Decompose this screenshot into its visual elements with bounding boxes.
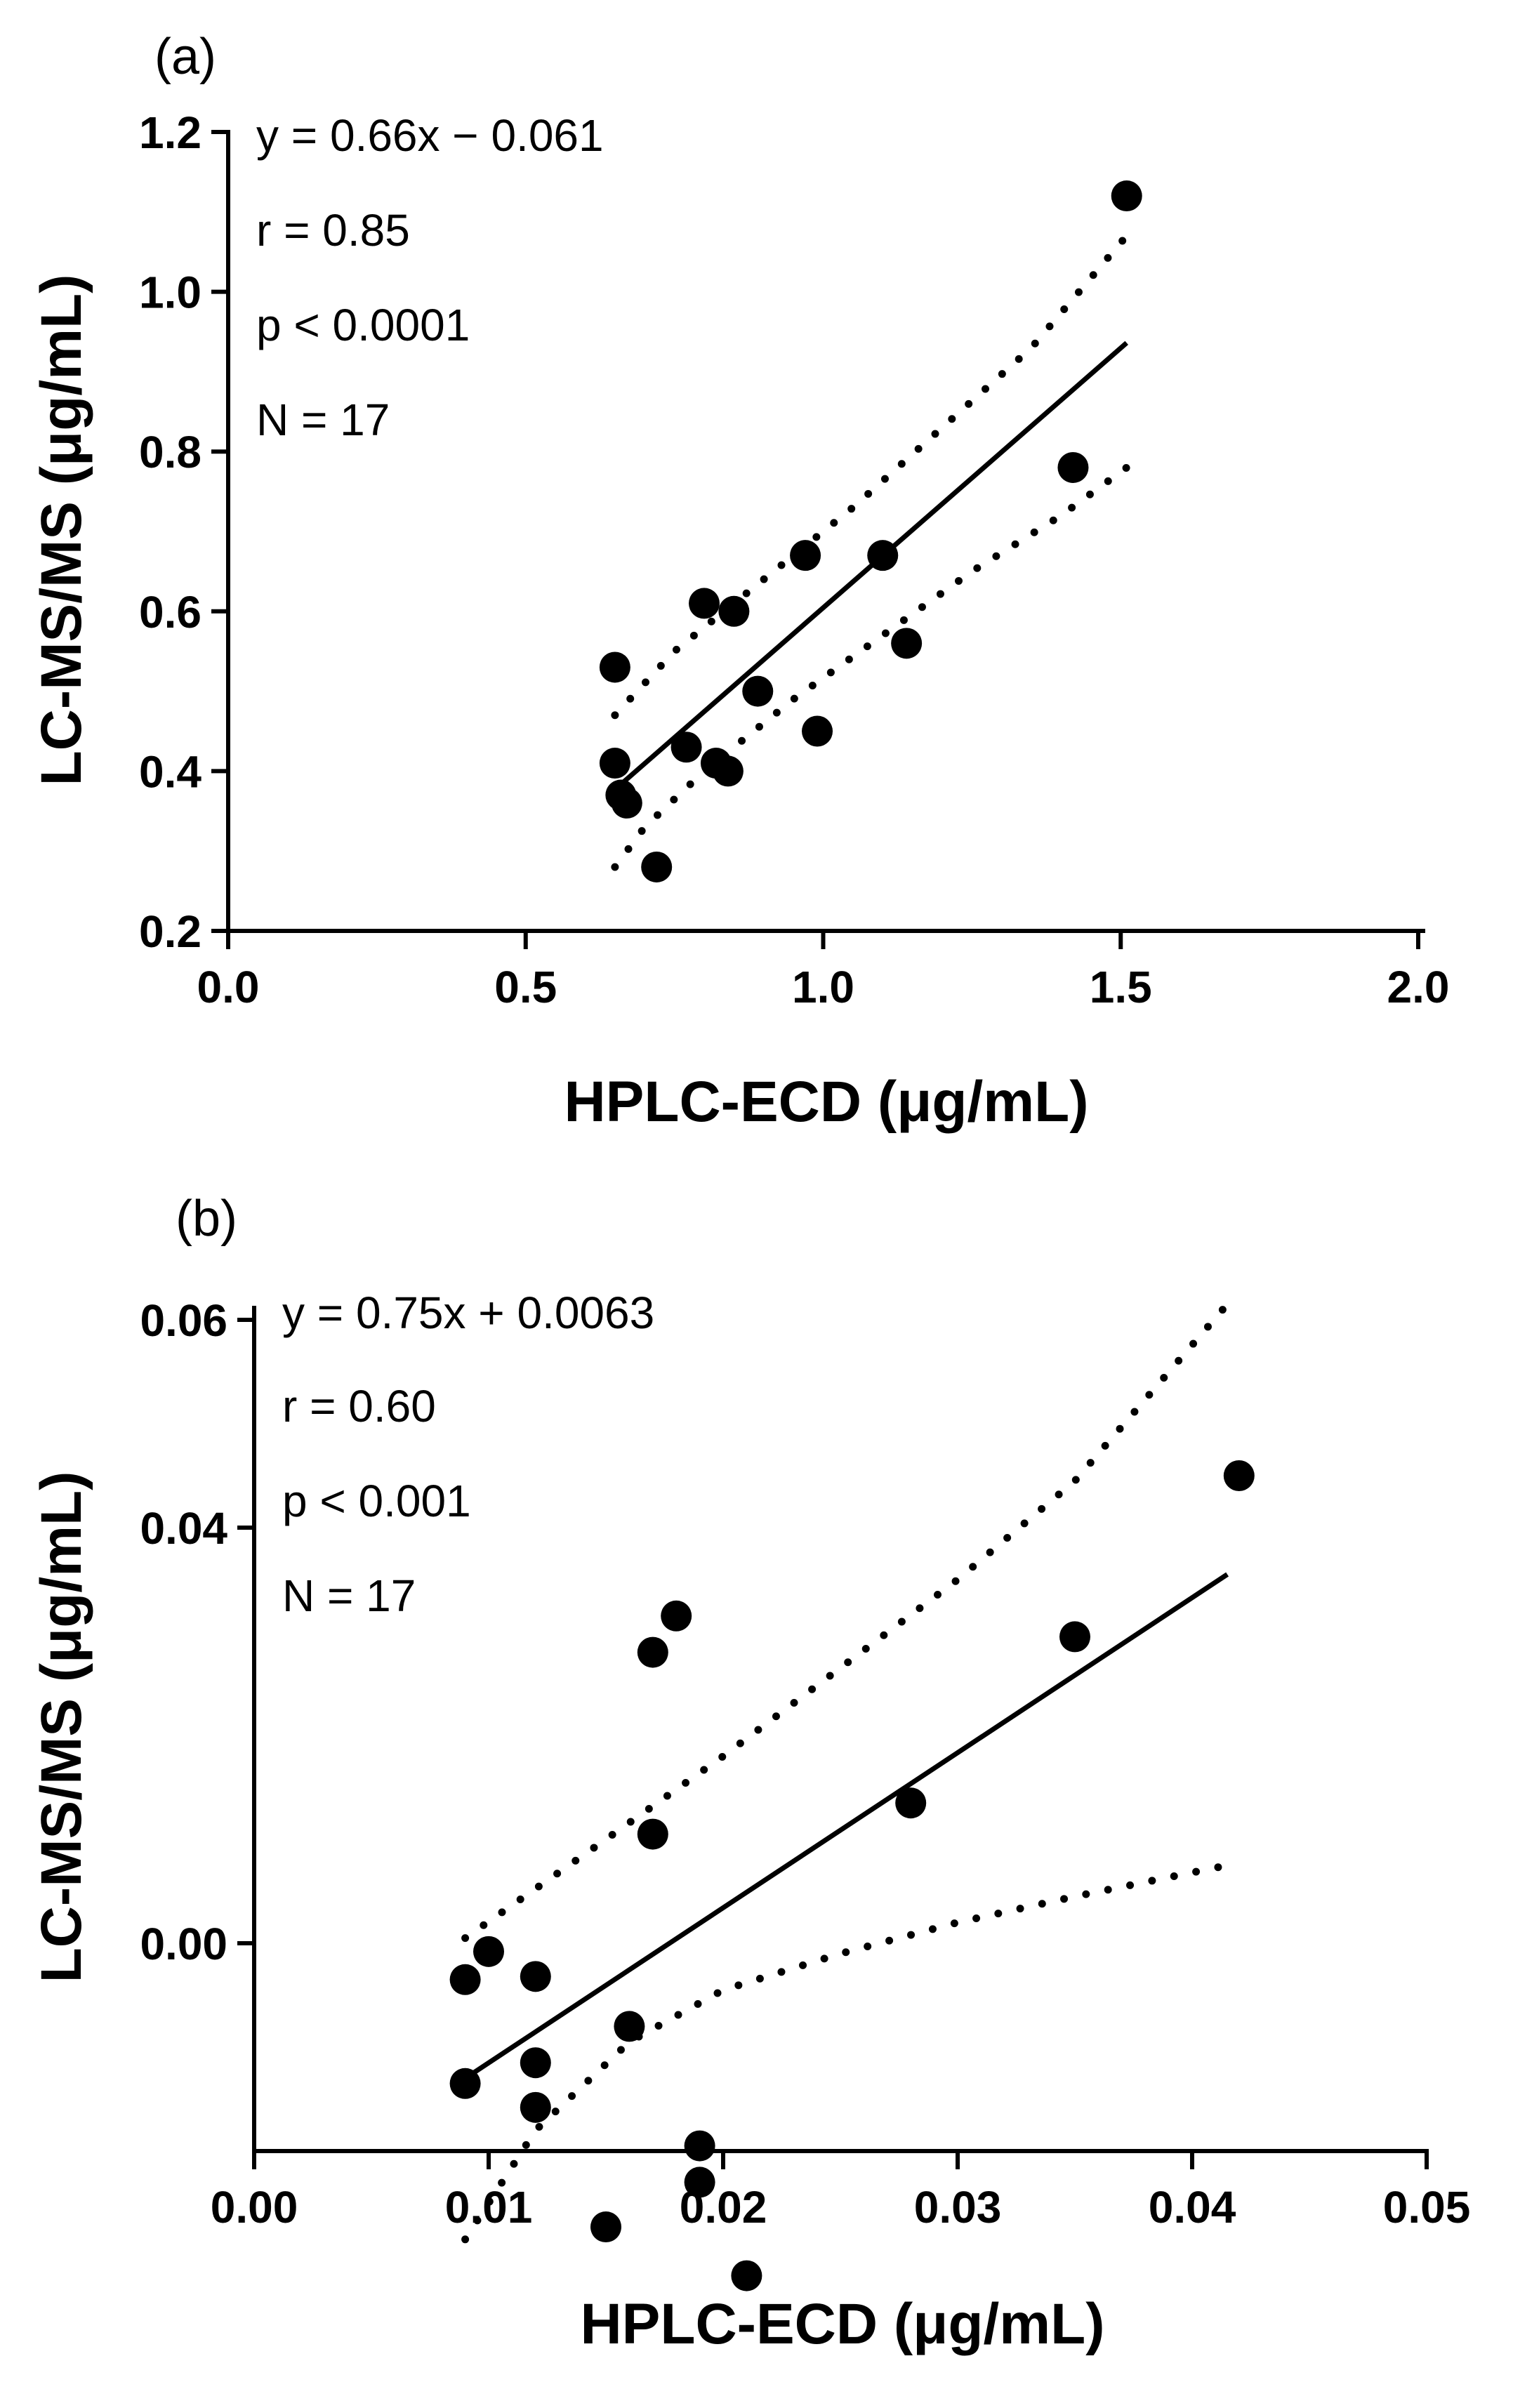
panel-b-ci-upper	[461, 1300, 1231, 1943]
panel-b-ci-lower	[461, 1861, 1231, 2244]
panel-a-label: (a)	[154, 29, 216, 85]
panel-a-ci-upper	[611, 232, 1131, 720]
panel-a-x-tick-label: 2.0	[1387, 962, 1450, 1012]
panel-a-n-value: N = 17	[256, 395, 390, 445]
panel-b-y-tick-label: 0.06	[140, 1295, 227, 1346]
panel-a-y-title: LC-MS/MS (μg/mL)	[29, 274, 93, 786]
panel-b-x-tick-label: 0.00	[211, 2182, 298, 2232]
panel-b-annotations: y = 0.75x + 0.0063 r = 0.60 p < 0.001 N …	[282, 1288, 654, 1621]
panel-b-ticks	[237, 1318, 1429, 2169]
panel-b-x-tick-label: 0.01	[445, 2182, 533, 2232]
panel-b-data-point	[684, 2130, 715, 2162]
panel-b-p-value: p < 0.001	[282, 1476, 471, 1526]
panel-a-points	[599, 180, 1142, 882]
panel-a-y-tick-label: 0.2	[139, 906, 201, 957]
panel-a-equation: y = 0.66x − 0.061	[256, 110, 604, 161]
panel-b-data-point	[731, 2260, 762, 2291]
panel-a-data-point	[867, 540, 899, 571]
panel-b-data-point	[637, 1818, 668, 1850]
panel-a-data-point	[670, 732, 702, 763]
panel-a-y-tick-label: 0.8	[139, 427, 201, 477]
panel-b-n-value: N = 17	[282, 1570, 416, 1621]
panel-a-data-point	[689, 588, 720, 619]
panel-a-x-tick-label: 0.0	[197, 962, 260, 1012]
panel-b-tick-labels: 0.00 0.01 0.02 0.03 0.04 0.050.000.040.06	[140, 1295, 1470, 2232]
panel-b-y-title: LC-MS/MS (μg/mL)	[29, 1471, 93, 1983]
panel-b-data-point	[895, 1787, 927, 1819]
panel-b-data-point	[1223, 1460, 1255, 1491]
panel-a-fit-line	[613, 340, 1129, 792]
panel-a-x-tick-label: 0.5	[494, 962, 557, 1012]
panel-b-equation: y = 0.75x + 0.0063	[282, 1288, 654, 1338]
panel-b-fit-line	[463, 1572, 1229, 2081]
panel-a-data-point	[718, 595, 750, 627]
panel-b-x-tick-label: 0.04	[1149, 2182, 1236, 2232]
panel-b-y-tick-label: 0.00	[140, 1919, 227, 1969]
panel-a-y-tick-label: 0.6	[139, 587, 201, 637]
panel-b-data-point	[520, 2091, 551, 2123]
panel-b-data-point	[1059, 1621, 1090, 1653]
panel-b-x-tick-label: 0.05	[1383, 2182, 1471, 2232]
panel-a-tick-labels: 0.0 0.5 1.0 1.5 2.0 0.2 0.4 0.6 0.8 1.0 1.2	[139, 107, 1449, 1012]
panel-a-annotations: y = 0.66x − 0.061 r = 0.85 p < 0.0001 N …	[256, 110, 604, 445]
panel-b-points	[449, 1460, 1255, 2291]
panel-b-data-point	[473, 1936, 504, 1967]
panel-a-y-tick-label: 1.2	[139, 107, 201, 158]
panel-b-data-point	[684, 2166, 715, 2198]
panel-a-data-point	[641, 851, 673, 882]
panel-b-data-point	[590, 2211, 621, 2243]
panel-a-x-tick-label: 1.5	[1090, 962, 1152, 1012]
panel-a-data-point	[802, 715, 833, 747]
panel-a-ci-lower	[611, 463, 1131, 871]
panel-b: (b) 0.00 0.01 0.02 0.03 0.04 0.050.000.040.06…	[29, 1191, 1470, 2356]
panel-a-data-point	[599, 651, 630, 683]
panel-b-x-title: HPLC-ECD (μg/mL)	[580, 2292, 1104, 2356]
panel-b-data-point	[449, 2068, 481, 2099]
panel-a-data-point	[611, 787, 642, 819]
panel-b-r-value: r = 0.60	[282, 1381, 436, 1431]
panel-a-p-value: p < 0.0001	[256, 300, 470, 350]
panel-b-y-tick-label: 0.04	[140, 1503, 227, 1554]
panel-a-ticks	[211, 130, 1420, 949]
panel-b-data-point	[520, 2047, 551, 2079]
panel-a-x-title: HPLC-ECD (μg/mL)	[564, 1070, 1088, 1134]
panel-a-y-tick-label: 0.4	[139, 746, 201, 797]
panel-a-y-tick-label: 1.0	[139, 267, 201, 318]
panel-b-data-point	[661, 1600, 692, 1632]
panel-a-data-point	[790, 540, 821, 571]
panel-b-data-point	[520, 1961, 551, 1992]
panel-a-data-point	[599, 748, 630, 779]
panel-a-data-point	[742, 675, 774, 707]
panel-a: (a) 0.0 0.5 1.0 1.5 2.0 0.2 0.4 0.6 0.8 1.0 1.2 y …	[29, 29, 1449, 1134]
panel-b-label: (b)	[176, 1191, 237, 1247]
panel-b-data-point	[614, 2011, 645, 2042]
panel-a-data-point	[1111, 180, 1142, 212]
panel-a-data-point	[1057, 451, 1089, 483]
panel-a-x-tick-label: 1.0	[792, 962, 854, 1012]
panel-b-data-point	[449, 1964, 481, 1995]
panel-b-data-point	[637, 1636, 668, 1668]
panel-a-data-point	[712, 755, 744, 787]
panel-a-data-point	[891, 628, 923, 659]
panel-b-x-tick-label: 0.03	[914, 2182, 1002, 2232]
panel-a-r-value: r = 0.85	[256, 205, 410, 256]
